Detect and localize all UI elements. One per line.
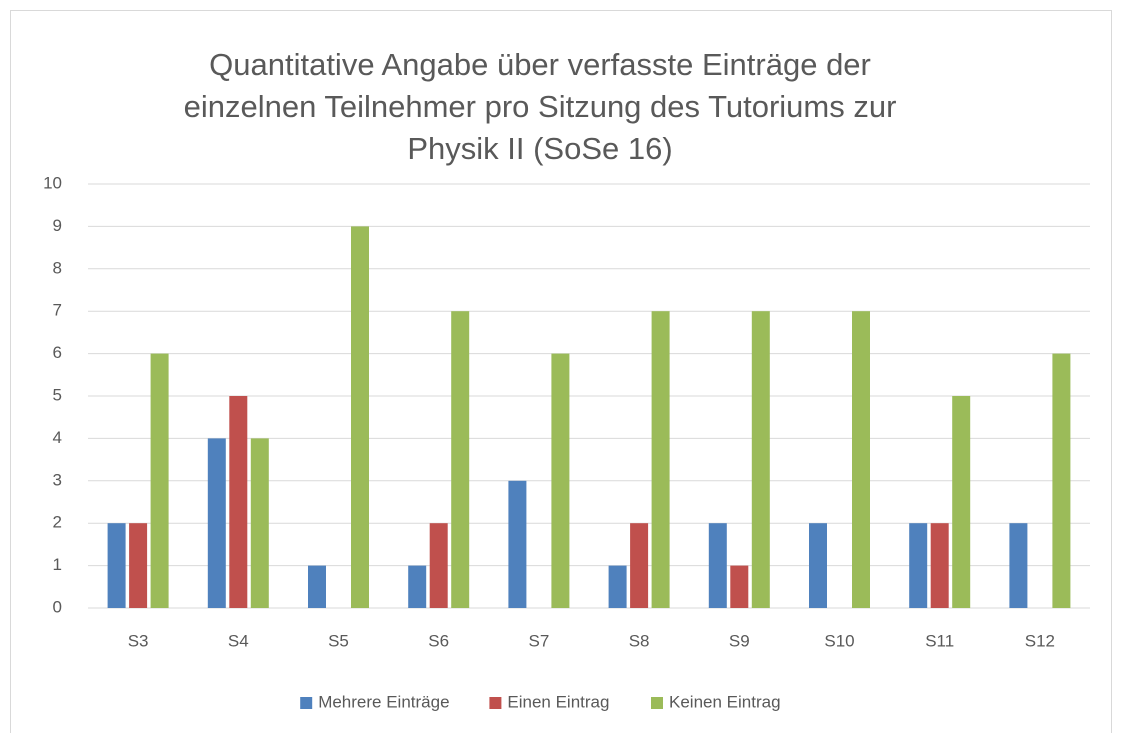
legend-label: Mehrere Einträge (318, 692, 449, 711)
y-tick-label: 6 (53, 343, 62, 362)
bar (308, 565, 326, 608)
bar (1052, 353, 1071, 608)
bar (429, 523, 448, 608)
y-tick-label: 7 (53, 301, 62, 320)
x-tick-label: S12 (1025, 631, 1055, 650)
bar (1009, 523, 1028, 608)
y-tick-label: 10 (43, 173, 62, 192)
bar (408, 565, 427, 608)
bar (852, 311, 870, 608)
y-tick-label: 0 (53, 597, 62, 616)
x-tick-label: S6 (428, 631, 449, 650)
y-tick-label: 1 (53, 555, 62, 574)
legend-swatch (300, 697, 313, 709)
y-tick-label: 5 (53, 385, 62, 404)
bar (129, 523, 148, 608)
chart-title: Quantitative Angabe über verfasste Eintr… (183, 47, 897, 166)
x-tick-label: S5 (328, 631, 349, 650)
bar (730, 565, 749, 608)
x-tick-label: S7 (529, 631, 550, 650)
legend-label: Einen Eintrag (507, 692, 609, 711)
y-tick-label: 4 (53, 428, 62, 447)
x-tick-label: S9 (729, 631, 750, 650)
bar (909, 523, 928, 608)
bar (751, 311, 770, 608)
x-tick-label: S11 (925, 631, 954, 650)
bar (930, 523, 949, 608)
bar (207, 438, 226, 608)
legend-label: Keinen Eintrag (669, 692, 781, 711)
y-tick-label: 8 (53, 258, 62, 277)
x-tick-label: S10 (824, 631, 854, 650)
x-tick-label: S3 (128, 631, 149, 650)
chart-border (10, 10, 1112, 733)
y-tick-label: 3 (53, 470, 62, 489)
legend-swatch (489, 697, 502, 709)
bar (150, 353, 169, 608)
bar (508, 480, 527, 608)
bar (952, 396, 971, 608)
legend-swatch (651, 697, 663, 709)
bar (351, 226, 369, 608)
x-tick-label: S8 (629, 631, 650, 650)
bar (107, 523, 126, 608)
bar (708, 523, 727, 608)
bar (608, 565, 627, 608)
bar (229, 396, 248, 608)
x-tick-label: S4 (228, 631, 249, 650)
y-tick-label: 9 (53, 216, 62, 235)
bar (551, 353, 570, 608)
bar (630, 523, 649, 608)
bar (809, 523, 827, 608)
bar (250, 438, 269, 608)
bar (651, 311, 670, 608)
bar (451, 311, 470, 608)
y-tick-label: 2 (53, 513, 62, 532)
